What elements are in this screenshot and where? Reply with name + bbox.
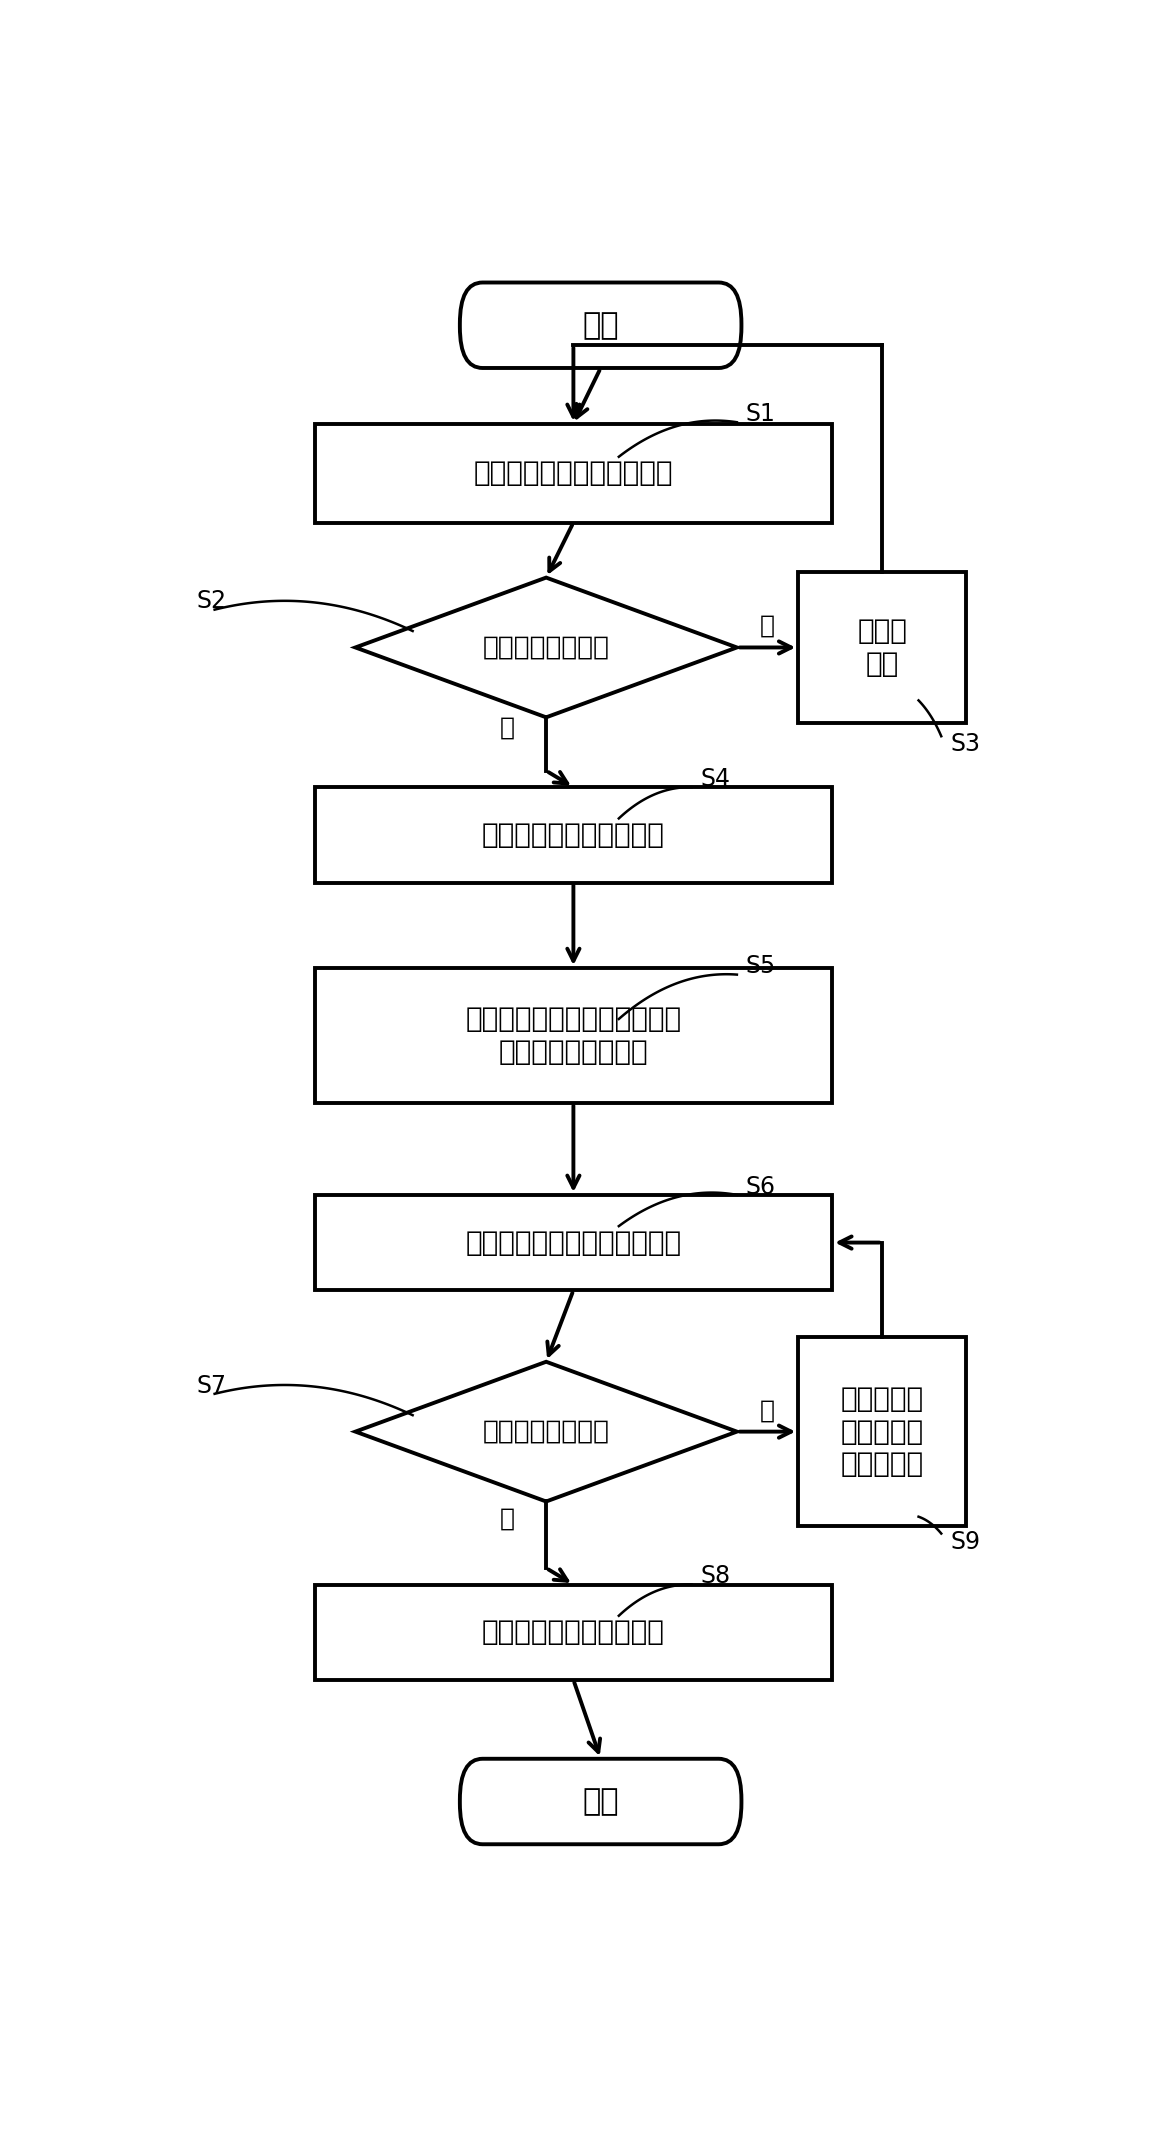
Text: 结束: 结束: [582, 1787, 619, 1817]
FancyBboxPatch shape: [314, 1196, 832, 1290]
FancyBboxPatch shape: [459, 1759, 742, 1845]
Text: 设置行程的起点与终点信息: 设置行程的起点与终点信息: [473, 459, 673, 487]
Text: S3: S3: [950, 732, 980, 756]
FancyBboxPatch shape: [314, 788, 832, 882]
Text: 是: 是: [761, 1398, 775, 1422]
Text: 需要调整充电站？: 需要调整充电站？: [483, 1418, 609, 1445]
Text: S1: S1: [745, 401, 776, 427]
Text: 添加途
经点: 添加途 经点: [857, 617, 907, 677]
Text: 需要设置途经点？: 需要设置途经点？: [483, 634, 609, 660]
Text: S7: S7: [197, 1373, 226, 1398]
FancyBboxPatch shape: [314, 1584, 832, 1680]
Text: S4: S4: [701, 766, 730, 790]
Text: 生成完整交通路线，并将完整
交通路线划分成多段: 生成完整交通路线，并将完整 交通路线划分成多段: [465, 1006, 681, 1065]
FancyBboxPatch shape: [798, 1337, 966, 1527]
Text: 设置路线偏好与车辆信息: 设置路线偏好与车辆信息: [482, 820, 665, 850]
Text: 否: 否: [499, 1507, 515, 1531]
Text: S9: S9: [950, 1531, 980, 1554]
Text: S8: S8: [701, 1565, 730, 1588]
FancyBboxPatch shape: [798, 572, 966, 724]
Polygon shape: [355, 1362, 737, 1501]
Text: S6: S6: [745, 1174, 776, 1198]
Text: 开始: 开始: [582, 312, 619, 339]
Polygon shape: [355, 579, 737, 717]
Text: 调整目标充
电站以及后
续的充电站: 调整目标充 电站以及后 续的充电站: [840, 1386, 924, 1477]
FancyBboxPatch shape: [314, 967, 832, 1104]
Text: 显示每一段路线的目标充电站: 显示每一段路线的目标充电站: [465, 1228, 681, 1258]
Text: 是: 是: [761, 615, 775, 638]
FancyBboxPatch shape: [459, 282, 742, 367]
FancyBboxPatch shape: [314, 425, 832, 523]
Text: 保存行程的完整交通路线: 保存行程的完整交通路线: [482, 1618, 665, 1646]
Text: S5: S5: [745, 954, 776, 978]
Text: 否: 否: [499, 715, 515, 739]
Text: S2: S2: [197, 589, 226, 613]
